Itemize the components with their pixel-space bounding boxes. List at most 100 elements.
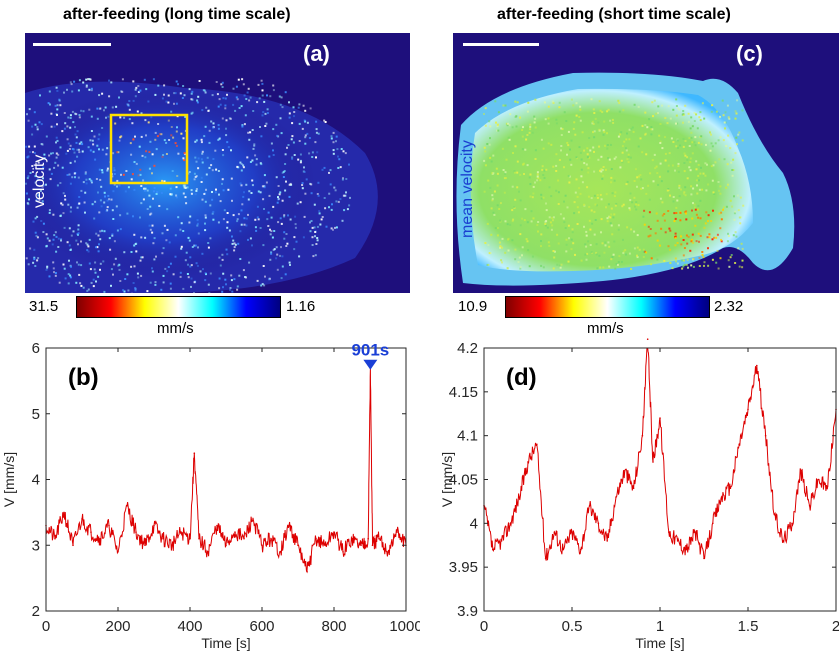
data-point bbox=[396, 531, 398, 533]
data-point bbox=[324, 545, 326, 547]
data-point bbox=[180, 531, 182, 533]
x-tick-label: 2 bbox=[832, 618, 839, 635]
data-point bbox=[144, 545, 146, 547]
y-tick-label: 3 bbox=[32, 537, 40, 554]
panel-c-title: after-feeding (short time scale) bbox=[497, 6, 731, 24]
y-tick-label: 3.95 bbox=[449, 559, 478, 576]
panel-letter: (b) bbox=[68, 364, 99, 391]
data-point bbox=[492, 549, 494, 551]
colorbar-c bbox=[505, 296, 710, 318]
colorbar-a-min: 31.5 bbox=[29, 298, 58, 315]
colorbar-c-min: 10.9 bbox=[458, 298, 487, 315]
data-point bbox=[615, 496, 617, 498]
data-point bbox=[589, 505, 591, 507]
data-point bbox=[527, 461, 529, 463]
data-point bbox=[694, 531, 696, 533]
colorbar-c-max: 2.32 bbox=[714, 298, 743, 315]
data-point bbox=[782, 540, 784, 542]
data-point bbox=[624, 470, 626, 472]
data-point bbox=[791, 523, 793, 525]
scale-bar-a bbox=[33, 43, 111, 46]
panel-a-title: after-feeding (long time scale) bbox=[63, 6, 291, 24]
x-axis-label: Time [s] bbox=[201, 635, 250, 651]
data-point bbox=[677, 540, 679, 542]
y-tick-label: 4.1 bbox=[457, 428, 478, 445]
data-point bbox=[765, 435, 767, 437]
y-tick-label: 3.9 bbox=[457, 603, 478, 620]
data-point bbox=[554, 531, 556, 533]
data-point bbox=[297, 545, 299, 547]
data-point bbox=[360, 545, 362, 547]
colorbar-a-max: 1.16 bbox=[286, 298, 315, 315]
data-point bbox=[647, 338, 649, 340]
marker-label: 901s bbox=[351, 341, 389, 360]
x-axis-label: Time [s] bbox=[635, 635, 684, 651]
data-point bbox=[261, 545, 263, 547]
y-tick-label: 2 bbox=[32, 603, 40, 620]
velocity-map-a-image bbox=[25, 33, 410, 293]
y-tick-label: 6 bbox=[32, 340, 40, 357]
data-point bbox=[194, 452, 196, 454]
y-axis-label: V [mm/s] bbox=[1, 452, 17, 507]
series-line bbox=[484, 348, 836, 561]
x-tick-label: 200 bbox=[105, 618, 130, 635]
data-point bbox=[712, 523, 714, 525]
data-point bbox=[63, 512, 65, 514]
data-point bbox=[633, 488, 635, 490]
data-point bbox=[642, 435, 644, 437]
data-point bbox=[747, 409, 749, 411]
colorbar-a bbox=[76, 296, 281, 318]
axes-box bbox=[46, 348, 406, 611]
data-point bbox=[606, 540, 608, 542]
marker-triangle bbox=[363, 360, 377, 370]
data-point bbox=[571, 531, 573, 533]
x-tick-label: 0.5 bbox=[562, 618, 583, 635]
data-point bbox=[826, 488, 828, 490]
data-point bbox=[598, 523, 600, 525]
data-point bbox=[738, 444, 740, 446]
data-point bbox=[189, 538, 191, 540]
data-point bbox=[117, 551, 119, 553]
data-point bbox=[315, 538, 317, 540]
data-point bbox=[90, 531, 92, 533]
data-point bbox=[234, 531, 236, 533]
data-point bbox=[306, 571, 308, 573]
x-tick-label: 800 bbox=[321, 618, 346, 635]
data-point bbox=[818, 479, 820, 481]
data-point bbox=[243, 538, 245, 540]
x-tick-label: 400 bbox=[177, 618, 202, 635]
x-tick-label: 1000 bbox=[389, 618, 420, 635]
x-tick-label: 600 bbox=[249, 618, 274, 635]
data-point bbox=[99, 538, 101, 540]
data-point bbox=[279, 551, 281, 553]
y-tick-label: 4 bbox=[32, 472, 40, 489]
data-point bbox=[378, 538, 380, 540]
y-tick-label: 4.2 bbox=[457, 340, 478, 357]
data-point bbox=[225, 545, 227, 547]
x-tick-label: 1 bbox=[656, 618, 664, 635]
panel-letter: (d) bbox=[506, 364, 537, 391]
data-point bbox=[501, 540, 503, 542]
axes-box bbox=[484, 348, 836, 611]
data-point bbox=[774, 514, 776, 516]
velocity-map-c-image bbox=[453, 33, 839, 293]
data-point bbox=[387, 551, 389, 553]
velocity-map-a: (a) velocity 901s bbox=[25, 33, 410, 293]
x-tick-label: 1.5 bbox=[738, 618, 759, 635]
data-point bbox=[126, 505, 128, 507]
y-tick-label: 5 bbox=[32, 406, 40, 423]
y-tick-label: 4.15 bbox=[449, 384, 478, 401]
data-point bbox=[809, 505, 811, 507]
data-point bbox=[721, 496, 723, 498]
data-point bbox=[108, 525, 110, 527]
y-tick-label: 4 bbox=[470, 515, 478, 532]
data-point bbox=[135, 531, 137, 533]
data-point bbox=[730, 488, 732, 490]
data-point bbox=[510, 523, 512, 525]
data-point bbox=[372, 545, 374, 547]
data-point bbox=[800, 470, 802, 472]
velocity-map-c: (c) mean velocity bbox=[453, 33, 839, 293]
data-point bbox=[367, 538, 369, 540]
